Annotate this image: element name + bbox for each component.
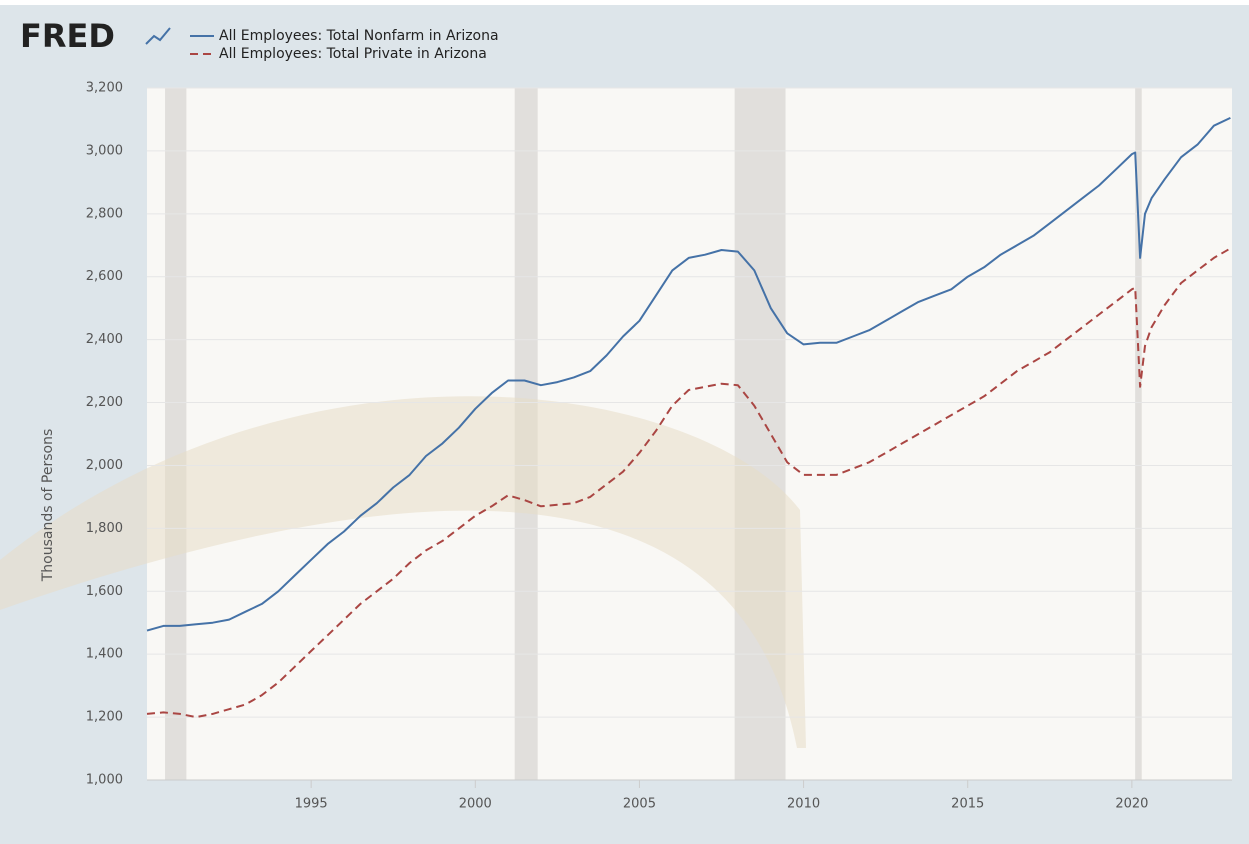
x-tick-label: 2015 xyxy=(951,797,984,812)
y-tick-label: 1,800 xyxy=(86,521,123,536)
page: FRED Thousands of Persons 1,000 1,200 1,40… xyxy=(0,0,1249,844)
chart: FRED Thousands of Persons 1,000 1,200 1,40… xyxy=(0,0,1249,844)
y-tick-label: 2,600 xyxy=(86,269,123,284)
x-tick-label: 2005 xyxy=(623,797,656,812)
y-axis-label: Thousands of Persons xyxy=(40,429,56,583)
legend-label: All Employees: Total Private in Arizona xyxy=(219,46,487,62)
y-tick-label: 1,200 xyxy=(86,710,123,725)
legend-label: All Employees: Total Nonfarm in Arizona xyxy=(219,28,499,44)
x-tick-label: 2000 xyxy=(459,797,492,812)
y-tick-label: 1,000 xyxy=(86,773,123,788)
y-tick-label: 3,200 xyxy=(86,81,123,96)
y-tick-label: 1,600 xyxy=(86,584,123,599)
y-tick-label: 2,200 xyxy=(86,395,123,410)
x-tick-label: 2020 xyxy=(1115,797,1148,812)
y-tick-label: 2,800 xyxy=(86,206,123,221)
x-tick-label: 1995 xyxy=(295,797,328,812)
x-tick-label: 2010 xyxy=(787,797,820,812)
y-tick-label: 3,000 xyxy=(86,143,123,158)
y-tick-label: 1,400 xyxy=(86,647,123,662)
logo: FRED xyxy=(20,17,115,55)
recession-band xyxy=(165,88,186,780)
y-tick-label: 2,000 xyxy=(86,458,123,473)
y-tick-label: 2,400 xyxy=(86,332,123,347)
